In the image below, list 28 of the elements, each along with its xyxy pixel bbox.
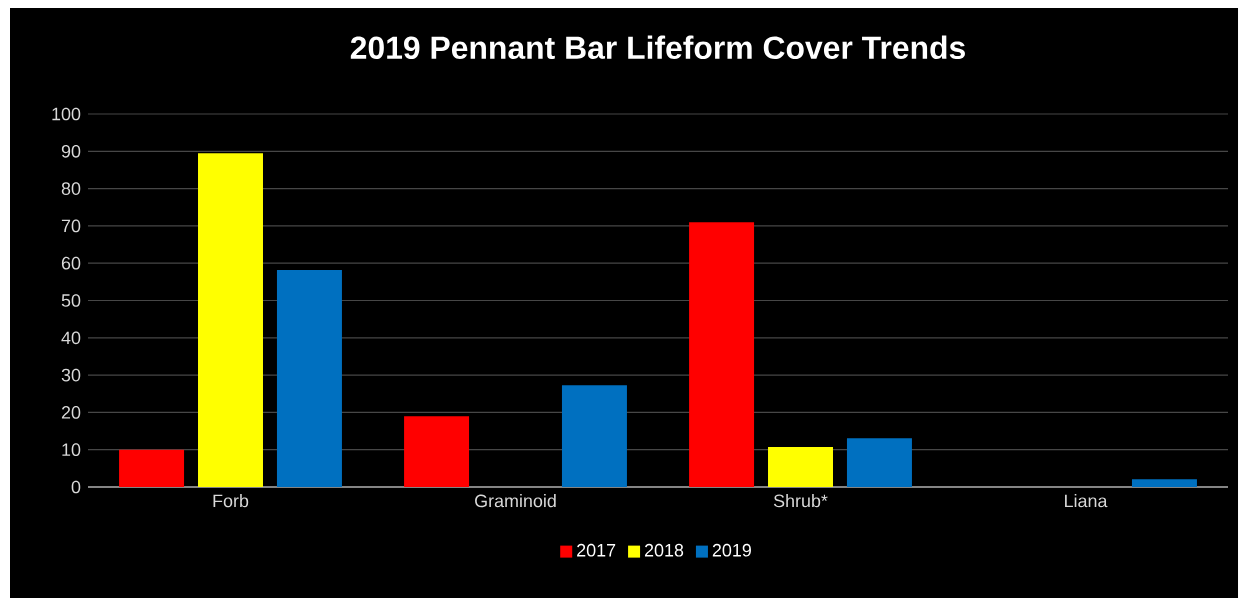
bar (276, 269, 342, 487)
bar (689, 222, 755, 487)
x-tick-label: Graminoid (475, 494, 556, 508)
legend-label: 2017 (577, 543, 616, 557)
x-tick-label: Shrub* (773, 494, 828, 508)
bar (404, 416, 470, 487)
y-tick-label: 30 (61, 368, 81, 382)
y-tick-label: 0 (71, 480, 81, 494)
bar (119, 449, 185, 487)
x-tick-label: Liana (1065, 494, 1108, 508)
y-tick-label: 80 (61, 182, 81, 195)
y-tick-label: 10 (62, 443, 81, 457)
legend-label: 2018 (644, 543, 684, 557)
bar (768, 447, 833, 487)
y-tick-label: 20 (61, 406, 81, 419)
y-tick-label: 40 (61, 331, 81, 345)
bar (198, 153, 263, 487)
y-tick-label: 60 (61, 256, 81, 270)
y-tick-label: 90 (61, 144, 81, 158)
y-tick-label: 100 (52, 107, 81, 121)
bar (1131, 479, 1197, 487)
x-tick-label: Forb (213, 494, 249, 508)
bar (846, 438, 912, 487)
legend-label: 2019 (712, 543, 751, 557)
chart-title: 2019 Pennant Bar Lifeform Cover Trends (350, 35, 965, 59)
y-tick-label: 50 (61, 294, 81, 307)
y-tick-label: 70 (61, 219, 81, 233)
bar (561, 385, 627, 487)
